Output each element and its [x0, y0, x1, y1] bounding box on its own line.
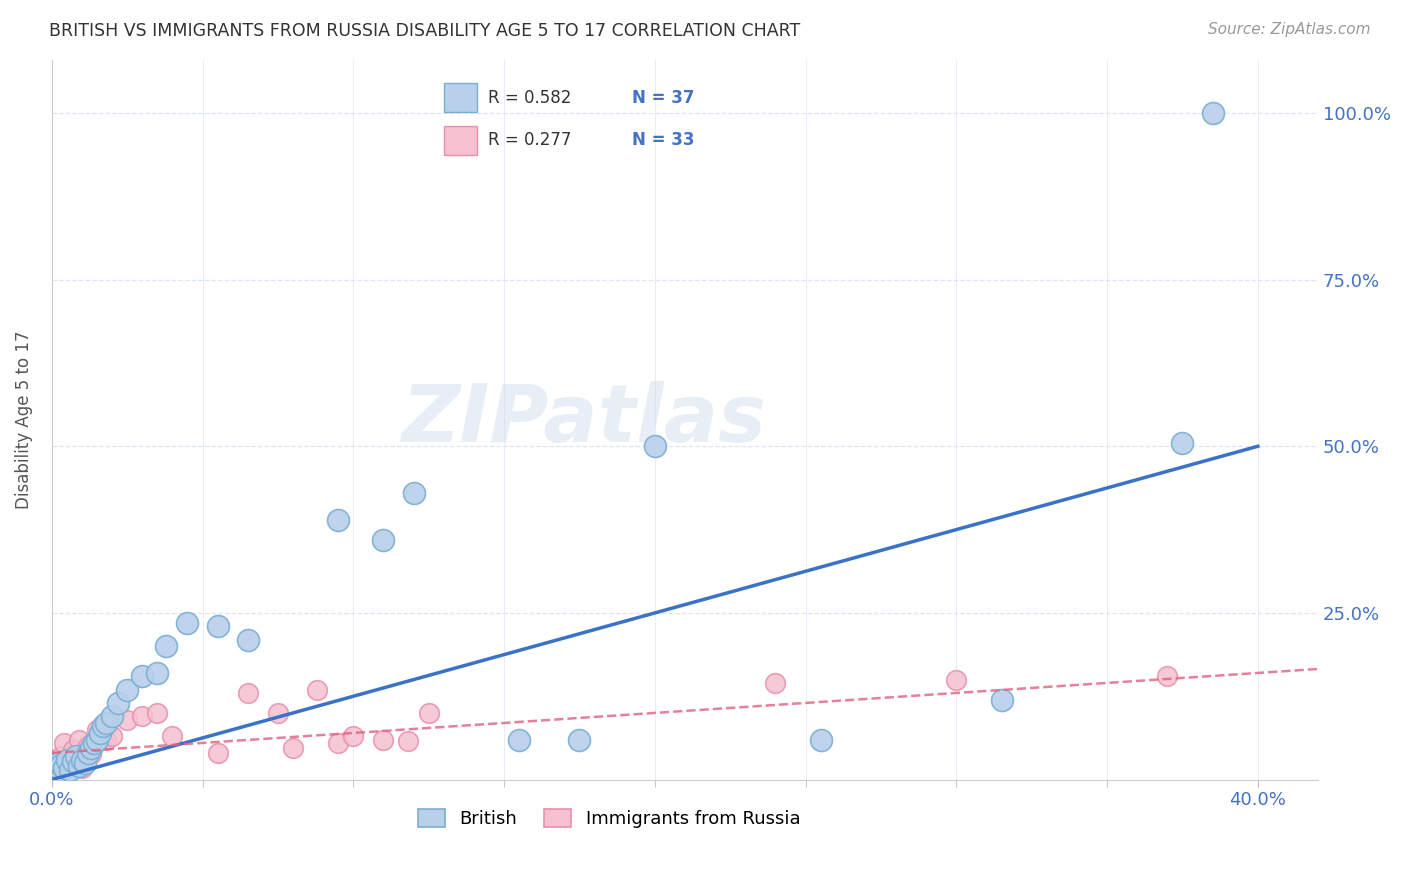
Point	[176, 615, 198, 630]
Point	[86, 732, 108, 747]
Point	[86, 723, 108, 737]
Point	[146, 665, 169, 680]
Point	[1156, 669, 1178, 683]
Point	[328, 513, 350, 527]
Point	[101, 729, 124, 743]
Point	[94, 715, 117, 730]
Point	[62, 742, 84, 756]
Point	[52, 761, 75, 775]
Point	[46, 756, 69, 770]
Point	[763, 676, 786, 690]
Point	[402, 486, 425, 500]
Point	[80, 747, 103, 762]
Point	[49, 758, 72, 772]
Point	[373, 732, 395, 747]
Point	[56, 759, 79, 773]
Point	[80, 740, 103, 755]
Point	[810, 732, 832, 747]
Point	[373, 533, 395, 547]
Point	[77, 739, 100, 754]
Point	[236, 632, 259, 647]
Point	[207, 746, 229, 760]
Point	[342, 729, 364, 743]
Text: BRITISH VS IMMIGRANTS FROM RUSSIA DISABILITY AGE 5 TO 17 CORRELATION CHART: BRITISH VS IMMIGRANTS FROM RUSSIA DISABI…	[49, 22, 800, 40]
Point	[101, 709, 124, 723]
Point	[62, 754, 84, 768]
Point	[307, 682, 329, 697]
Point	[644, 439, 666, 453]
Point	[281, 740, 304, 755]
Point	[990, 692, 1012, 706]
Y-axis label: Disability Age 5 to 17: Disability Age 5 to 17	[15, 330, 32, 508]
Point	[568, 732, 591, 747]
Point	[945, 673, 967, 687]
Point	[508, 732, 530, 747]
Point	[89, 726, 111, 740]
Point	[115, 682, 138, 697]
Point	[396, 734, 419, 748]
Point	[131, 709, 153, 723]
Point	[70, 753, 93, 767]
Point	[115, 713, 138, 727]
Point	[49, 749, 72, 764]
Point	[44, 759, 66, 773]
Point	[77, 746, 100, 760]
Point	[94, 732, 117, 747]
Point	[418, 706, 440, 720]
Point	[59, 763, 82, 777]
Text: Source: ZipAtlas.com: Source: ZipAtlas.com	[1208, 22, 1371, 37]
Point	[70, 761, 93, 775]
Point	[107, 696, 129, 710]
Point	[1171, 436, 1194, 450]
Text: ZIPatlas: ZIPatlas	[401, 381, 766, 458]
Point	[73, 756, 96, 770]
Point	[267, 706, 290, 720]
Point	[146, 706, 169, 720]
Point	[44, 753, 66, 767]
Legend: British, Immigrants from Russia: British, Immigrants from Russia	[411, 802, 807, 836]
Point	[328, 736, 350, 750]
Point	[73, 746, 96, 760]
Point	[131, 669, 153, 683]
Point	[65, 749, 87, 764]
Point	[59, 754, 82, 768]
Point	[56, 753, 79, 767]
Point	[67, 759, 90, 773]
Point	[52, 736, 75, 750]
Point	[1201, 106, 1223, 120]
Point	[46, 756, 69, 770]
Point	[236, 686, 259, 700]
Point	[207, 619, 229, 633]
Point	[155, 640, 177, 654]
Point	[91, 719, 114, 733]
Point	[162, 729, 184, 743]
Point	[65, 753, 87, 767]
Point	[67, 732, 90, 747]
Point	[83, 736, 105, 750]
